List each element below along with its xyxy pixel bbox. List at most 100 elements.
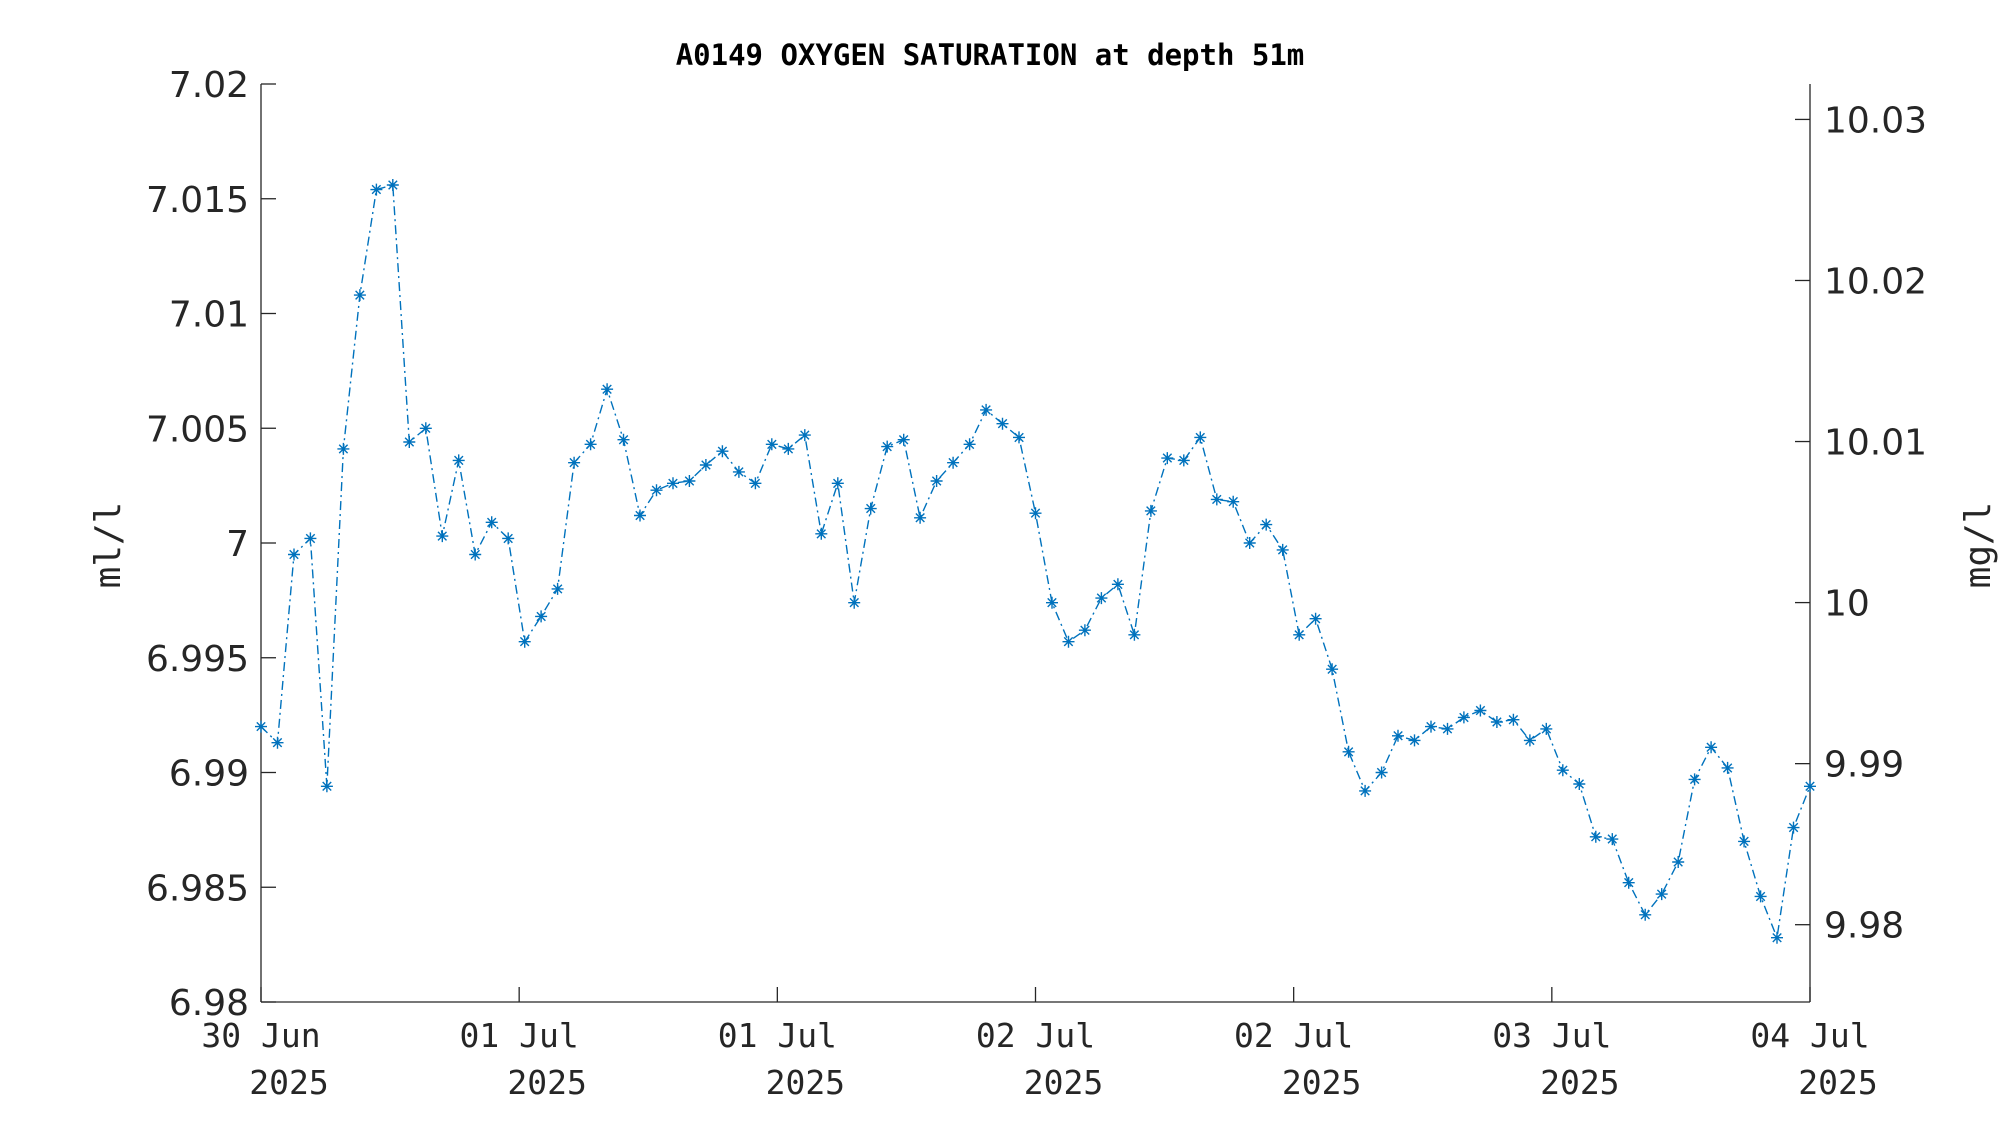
x-tick-label-day-4: 02 Jul <box>1234 1016 1353 1055</box>
data-point-70 <box>1408 734 1421 747</box>
x-tick-label-day-3: 02 Jul <box>976 1016 1095 1055</box>
y-tick-label-right-2: 10 <box>1824 584 1870 625</box>
data-point-6 <box>353 289 366 302</box>
data-point-41 <box>930 475 943 487</box>
y-tick-label-left-8: 7.02 <box>169 65 249 106</box>
y-tick-label-left-4: 7 <box>226 524 249 565</box>
data-point-78 <box>1540 722 1553 735</box>
plot-area: 6.98 6.985 6.99 6.995 7 7.005 7.01 7.015 7.02 9.9… <box>146 65 1927 1102</box>
x-tick-label-year-1: 2025 <box>507 1063 586 1102</box>
data-point-30 <box>749 477 762 490</box>
y-tick-label-left-5: 7.005 <box>146 409 249 450</box>
x-tick-label-day-1: 01 Jul <box>460 1016 579 1055</box>
data-point-72 <box>1441 722 1454 735</box>
data-point-62 <box>1276 543 1289 556</box>
data-point-33 <box>798 429 811 442</box>
data-point-91 <box>1754 890 1767 903</box>
data-point-94 <box>1804 780 1816 793</box>
data-point-68 <box>1375 766 1388 779</box>
data-point-18 <box>551 582 564 595</box>
data-point-9 <box>403 436 416 448</box>
y-tick-label-left-3: 6.995 <box>146 639 249 680</box>
data-point-27 <box>699 459 712 471</box>
data-point-32 <box>782 442 795 455</box>
data-point-71 <box>1425 720 1437 733</box>
data-point-46 <box>1013 431 1025 444</box>
data-point-60 <box>1243 537 1256 549</box>
data-point-92 <box>1771 931 1783 944</box>
y-tick-label-left-2: 6.99 <box>169 754 249 795</box>
data-point-4 <box>320 780 333 793</box>
data-point-12 <box>452 454 465 467</box>
data-point-86 <box>1672 856 1685 868</box>
data-point-15 <box>502 532 515 545</box>
data-point-3 <box>304 532 317 545</box>
x-tick-label-year-4: 2025 <box>1282 1063 1361 1102</box>
data-point-10 <box>419 422 432 435</box>
data-point-19 <box>568 456 581 469</box>
y-axis-label-right: mg/l <box>1958 502 1999 589</box>
data-point-48 <box>1046 596 1058 609</box>
chart-title: A0149 OXYGEN SATURATION at depth 51m <box>676 38 1305 72</box>
data-point-54 <box>1144 504 1157 517</box>
data-point-26 <box>683 475 696 487</box>
data-point-35 <box>831 477 844 490</box>
data-point-67 <box>1359 784 1372 797</box>
data-point-17 <box>535 610 548 623</box>
data-point-8 <box>386 179 399 191</box>
data-point-61 <box>1260 518 1273 531</box>
data-point-1 <box>271 736 284 749</box>
data-point-63 <box>1293 628 1306 641</box>
data-point-2 <box>288 548 300 561</box>
data-point-25 <box>667 477 679 490</box>
data-point-76 <box>1507 713 1520 726</box>
data-point-69 <box>1392 729 1404 742</box>
data-point-56 <box>1177 454 1190 467</box>
data-point-93 <box>1787 821 1800 834</box>
data-point-45 <box>996 417 1009 430</box>
x-tick-label-year-0: 2025 <box>249 1063 328 1102</box>
data-point-22 <box>617 433 630 446</box>
data-point-49 <box>1062 635 1075 648</box>
y-tick-label-right-4: 10.02 <box>1824 261 1927 302</box>
y-tick-label-left-6: 7.01 <box>169 295 249 336</box>
data-point-83 <box>1622 876 1635 889</box>
data-point-77 <box>1523 734 1536 747</box>
data-point-20 <box>584 438 597 451</box>
data-point-75 <box>1490 716 1503 728</box>
x-tick-label-year-2: 2025 <box>766 1063 845 1102</box>
data-point-36 <box>848 596 861 609</box>
data-point-50 <box>1078 624 1091 637</box>
data-point-79 <box>1556 764 1569 777</box>
y-tick-label-left-0: 6.98 <box>169 983 249 1024</box>
data-point-16 <box>518 635 531 648</box>
x-tick-label-year-6: 2025 <box>1798 1063 1877 1102</box>
data-point-24 <box>650 484 663 497</box>
data-point-81 <box>1589 830 1602 843</box>
data-point-66 <box>1342 745 1355 758</box>
x-tick-label-day-5: 03 Jul <box>1492 1016 1611 1055</box>
data-point-7 <box>370 183 383 196</box>
data-point-31 <box>765 438 778 451</box>
y-axis-label-left: ml/l <box>88 502 129 589</box>
data-point-13 <box>469 548 482 561</box>
data-point-34 <box>815 527 828 540</box>
data-point-59 <box>1227 495 1240 508</box>
y-tick-label-left-7: 7.015 <box>146 180 249 221</box>
data-point-53 <box>1128 628 1141 641</box>
y-tick-label-right-5: 10.03 <box>1824 100 1927 141</box>
data-point-82 <box>1606 833 1619 846</box>
data-point-58 <box>1210 493 1223 506</box>
x-tick-label-day-0: 30 Jun <box>201 1016 320 1055</box>
x-tick-label-year-5: 2025 <box>1540 1063 1619 1102</box>
data-point-47 <box>1029 507 1042 520</box>
y-tick-label-right-3: 10.01 <box>1824 423 1927 464</box>
x-tick-label-year-3: 2025 <box>1024 1063 1103 1102</box>
data-point-84 <box>1639 908 1652 921</box>
data-point-0 <box>255 720 267 733</box>
data-point-29 <box>732 465 745 478</box>
data-point-5 <box>337 442 350 455</box>
data-point-65 <box>1326 663 1339 676</box>
data-point-80 <box>1573 778 1586 790</box>
data-point-28 <box>716 445 729 458</box>
